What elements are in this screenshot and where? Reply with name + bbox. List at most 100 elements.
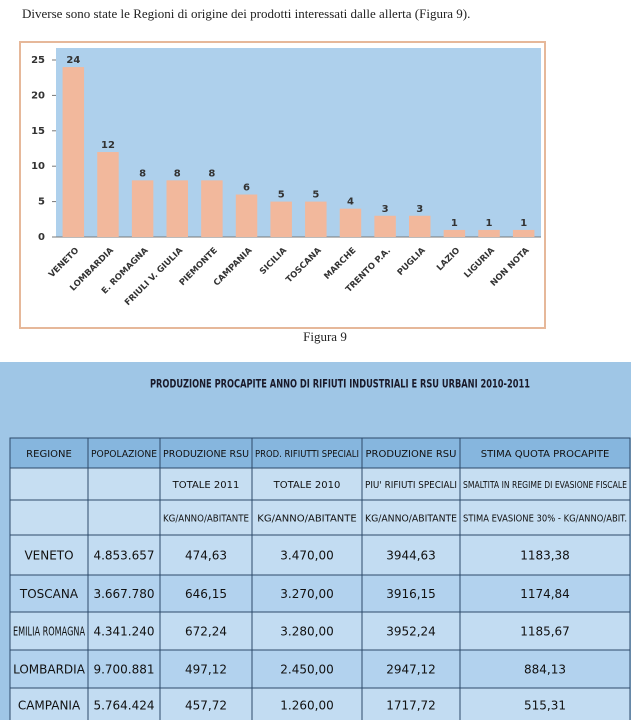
plot-area: [56, 48, 541, 237]
header-cell-text: PRODUZIONE RSU: [366, 449, 457, 460]
table-cell-text: 3916,15: [386, 587, 436, 601]
table-cell: [251, 649, 363, 689]
table-cell: [459, 437, 631, 469]
table-cell-text: VENETO: [24, 549, 73, 563]
table-cell: [459, 687, 631, 720]
table-cell: [361, 437, 461, 469]
table-cell-text: 474,63: [185, 549, 227, 563]
table-title: PRODUZIONE PROCAPITE ANNO DI RIFIUTI IND…: [150, 377, 530, 391]
header-cell-text: SMALTITA IN REGIME DI EVASIONE FISCALE: [463, 480, 627, 491]
table-cell: [9, 467, 89, 501]
header-cell-text: KG/ANNO/ABITANTE: [257, 514, 356, 525]
header-cell-text: TOTALE 2010: [273, 480, 341, 491]
table-cell-text: 3.667.780: [93, 587, 154, 601]
bar: [270, 201, 292, 237]
data-label: 3: [382, 204, 389, 215]
table-cell-text: 672,24: [185, 625, 227, 639]
table-cell: [361, 467, 461, 501]
table-cell-text: 1174,84: [520, 587, 570, 601]
table-cell: [251, 687, 363, 720]
table-cell-text: 884,13: [524, 663, 566, 677]
y-tick-label: 20: [31, 90, 45, 101]
table-cell: [251, 437, 363, 469]
header-cell-text: KG/ANNO/ABITANTE: [163, 514, 249, 525]
bar: [478, 229, 500, 237]
table-cell-text: 1185,67: [520, 625, 570, 639]
table-cell-text: 3944,63: [386, 549, 436, 563]
header-cell-text: PIU' RIFIUTI SPECIALI: [365, 480, 457, 491]
bar: [339, 208, 362, 237]
table-cell-text: 3.280,00: [280, 625, 333, 639]
data-label: 1: [520, 218, 527, 229]
table-cell: [251, 499, 363, 536]
table-cell: [459, 499, 631, 536]
table-cell-text: 3.470,00: [280, 549, 333, 563]
table-cell: [251, 467, 363, 501]
table-cell: [159, 467, 253, 501]
bar: [97, 152, 119, 237]
header-cell-text: STIMA EVASIONE 30% - KG/ANNO/ABIT.: [463, 514, 627, 525]
table-cell: [251, 534, 363, 576]
data-label: 8: [208, 168, 215, 179]
header-cell-text: TOTALE 2011: [172, 480, 240, 491]
bar: [166, 180, 188, 237]
table-cell-text: 646,15: [185, 587, 227, 601]
table-cell: [87, 534, 161, 576]
header-cell-text: STIMA QUOTA PROCAPITE: [481, 449, 610, 460]
table-cell: [251, 611, 363, 651]
table-cell: [87, 649, 161, 689]
header-cell-text: PRODUZIONE RSU: [163, 449, 249, 460]
table-cell: [9, 611, 89, 651]
table-cell: [159, 574, 253, 613]
table-cell-text: 4.341.240: [93, 625, 154, 639]
bar: [409, 215, 431, 237]
table-cell: [9, 437, 89, 469]
table-cell: [9, 499, 89, 536]
data-label: 6: [243, 183, 250, 194]
table-cell-text: 3952,24: [386, 625, 436, 639]
table-cell-text: 497,12: [185, 663, 227, 677]
table-cell: [361, 649, 461, 689]
table-cell-text: 1183,38: [520, 549, 570, 563]
table-cell: [459, 611, 631, 651]
table-cell: [459, 467, 631, 501]
table-cell-text: CAMPANIA: [18, 699, 81, 713]
bar: [305, 201, 327, 237]
bar: [235, 194, 258, 237]
bar: [131, 180, 154, 237]
table-cell: [9, 534, 89, 576]
table-cell: [251, 574, 363, 613]
caption: Figura 9: [303, 329, 347, 344]
table-cell-text: 2.450,00: [280, 663, 333, 677]
data-label: 5: [312, 190, 319, 201]
table-cell-text: 515,31: [524, 699, 566, 713]
bar: [62, 67, 85, 237]
data-label: 8: [174, 168, 181, 179]
header-cell-text: REGIONE: [26, 449, 72, 460]
table-cell-text: 9.700.881: [93, 663, 154, 677]
table-cell: [159, 611, 253, 651]
table-cell: [159, 437, 253, 469]
data-label: 1: [486, 218, 493, 229]
header-cell-text: PROD. RIFIUTTI SPECIALI: [255, 449, 359, 460]
table-cell-text: 457,72: [185, 699, 227, 713]
table-cell: [459, 534, 631, 576]
y-tick-label: 10: [31, 161, 45, 172]
table-cell: [159, 649, 253, 689]
table-cell-text: 2947,12: [386, 663, 436, 677]
y-tick-label: 0: [38, 232, 45, 243]
table-cell: [87, 467, 161, 501]
bar: [512, 229, 535, 237]
data-label: 12: [101, 140, 115, 151]
data-label: 3: [416, 204, 423, 215]
data-label: 8: [139, 168, 146, 179]
bar: [201, 180, 223, 237]
table-cell-text: EMILIA ROMAGNA: [13, 625, 86, 639]
header-cell-text: KG/ANNO/ABITANTE: [365, 514, 457, 525]
y-tick-label: 15: [31, 126, 45, 137]
table-cell-text: TOSCANA: [19, 587, 79, 601]
data-label: 1: [451, 218, 458, 229]
y-tick-label: 5: [38, 197, 45, 208]
data-label: 24: [66, 55, 80, 66]
